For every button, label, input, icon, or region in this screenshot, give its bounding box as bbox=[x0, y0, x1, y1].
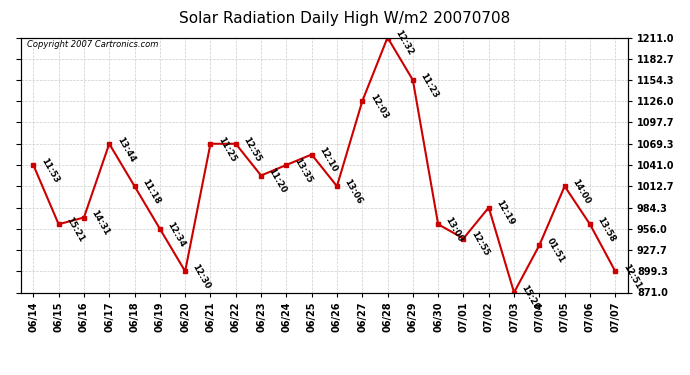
Text: 15:21: 15:21 bbox=[64, 216, 86, 244]
Text: 12:19: 12:19 bbox=[494, 199, 516, 227]
Text: 13:35: 13:35 bbox=[292, 156, 313, 184]
Text: 11:18: 11:18 bbox=[140, 177, 161, 206]
Text: 11:25: 11:25 bbox=[216, 135, 237, 164]
Text: 12:55: 12:55 bbox=[241, 135, 263, 163]
Text: 15:20: 15:20 bbox=[520, 284, 541, 312]
Text: 12:03: 12:03 bbox=[368, 93, 389, 121]
Text: 13:44: 13:44 bbox=[115, 135, 137, 164]
Text: 12:34: 12:34 bbox=[166, 220, 187, 249]
Text: 12:55: 12:55 bbox=[469, 230, 491, 258]
Text: Solar Radiation Daily High W/m2 20070708: Solar Radiation Daily High W/m2 20070708 bbox=[179, 11, 511, 26]
Text: 13:06: 13:06 bbox=[342, 177, 364, 206]
Text: 13:58: 13:58 bbox=[595, 216, 617, 244]
Text: 12:32: 12:32 bbox=[393, 29, 415, 57]
Text: 14:00: 14:00 bbox=[570, 177, 592, 206]
Text: 14:31: 14:31 bbox=[90, 209, 111, 237]
Text: 12:10: 12:10 bbox=[317, 146, 339, 174]
Text: 11:20: 11:20 bbox=[266, 167, 288, 195]
Text: Copyright 2007 Cartronics.com: Copyright 2007 Cartronics.com bbox=[27, 40, 158, 49]
Text: 01:51: 01:51 bbox=[545, 237, 566, 265]
Text: 13:00: 13:00 bbox=[444, 216, 465, 244]
Text: 12:51: 12:51 bbox=[621, 262, 642, 291]
Text: 11:23: 11:23 bbox=[418, 71, 440, 100]
Text: 11:53: 11:53 bbox=[39, 156, 61, 184]
Text: 12:30: 12:30 bbox=[190, 262, 213, 291]
